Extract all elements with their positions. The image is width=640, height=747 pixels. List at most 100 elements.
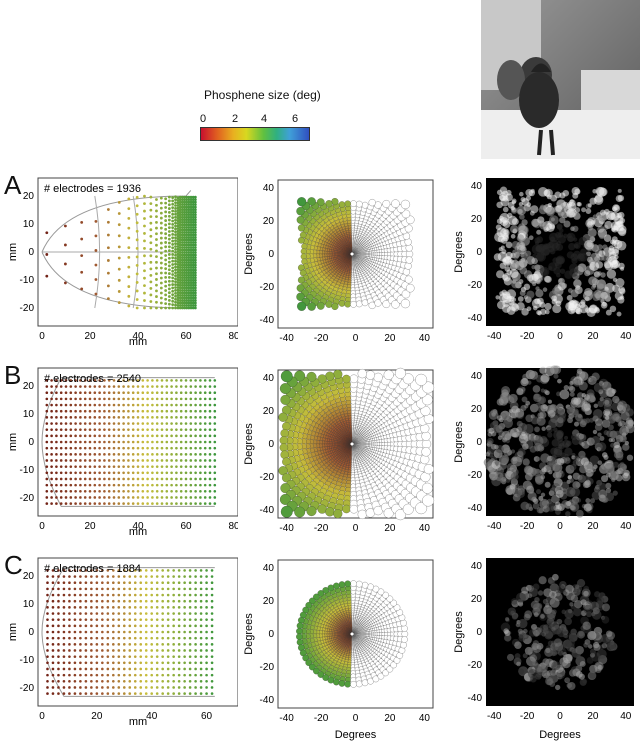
colorbar-tick: 2 <box>232 113 238 125</box>
y-tick-label: -20 <box>20 683 35 694</box>
y-axis-label: Degrees <box>243 613 255 655</box>
electrodes-count: # electrodes = 1936 <box>44 183 141 195</box>
x-tick-label: -40 <box>279 713 294 724</box>
y-tick-label: 0 <box>28 437 34 448</box>
y-tick-label: 40 <box>471 371 483 382</box>
y-axis-label: Degrees <box>453 611 465 653</box>
x-tick-label: 40 <box>146 711 158 722</box>
cat-photo <box>481 0 640 159</box>
y-tick-label: 20 <box>471 594 483 605</box>
x-tick-label: 20 <box>84 331 96 342</box>
y-tick-label: 40 <box>263 183 275 194</box>
x-tick-label: 0 <box>557 331 563 342</box>
x-tick-label: 60 <box>201 711 213 722</box>
y-tick-label: -20 <box>468 470 483 481</box>
colorbar-tick: 4 <box>261 113 267 125</box>
x-tick-label: 80 <box>228 521 238 532</box>
y-tick-label: 40 <box>471 561 483 572</box>
x-tick-label: 80 <box>228 331 238 342</box>
x-tick-label: 0 <box>353 713 359 724</box>
x-tick-label: -40 <box>279 523 294 534</box>
colorbar-tick: 0 <box>200 113 206 125</box>
y-tick-label: -20 <box>468 280 483 291</box>
y-axis-label: mm <box>8 243 19 261</box>
y-tick-label: 0 <box>268 249 274 260</box>
colorbar-tick: 6 <box>292 113 298 125</box>
y-tick-label: -40 <box>260 315 275 326</box>
x-tick-label: 20 <box>587 711 599 722</box>
x-tick-label: 20 <box>587 331 599 342</box>
x-tick-label: 40 <box>419 713 431 724</box>
y-axis-label: Degrees <box>453 421 465 463</box>
y-axis-label: mm <box>8 623 19 641</box>
y-tick-label: 40 <box>263 563 275 574</box>
y-tick-label: 10 <box>23 219 35 230</box>
x-tick-label: -20 <box>520 521 535 532</box>
y-tick-label: 20 <box>471 214 483 225</box>
x-tick-label: 0 <box>557 521 563 532</box>
x-axis-label: mm <box>129 716 147 727</box>
x-tick-label: 20 <box>384 333 396 344</box>
y-axis-label: Degrees <box>243 423 255 465</box>
x-tick-label: 60 <box>180 331 192 342</box>
y-tick-label: 0 <box>268 439 274 450</box>
y-tick-label: 0 <box>28 247 34 258</box>
y-axis-label: mm <box>8 433 19 451</box>
y-tick-label: -40 <box>468 313 483 324</box>
y-tick-label: -10 <box>20 275 35 286</box>
y-tick-label: 0 <box>476 247 482 258</box>
x-tick-label: 0 <box>557 711 563 722</box>
y-tick-label: 20 <box>23 381 35 392</box>
x-axis-label: Degrees <box>335 729 377 741</box>
x-tick-label: -20 <box>520 711 535 722</box>
y-tick-label: 20 <box>263 406 275 417</box>
x-tick-label: 40 <box>620 331 632 342</box>
x-axis-label: Degrees <box>539 729 581 741</box>
cat-photo-icon <box>481 0 640 159</box>
electrodes-count: # electrodes = 1884 <box>44 563 141 575</box>
x-tick-label: 40 <box>620 711 632 722</box>
colorbar-title: Phosphene size (deg) <box>204 88 321 102</box>
x-tick-label: -20 <box>314 713 329 724</box>
y-axis-label: Degrees <box>453 231 465 273</box>
y-tick-label: -40 <box>260 505 275 516</box>
x-tick-label: 0 <box>353 523 359 534</box>
y-tick-label: -10 <box>20 465 35 476</box>
x-tick-label: 20 <box>91 711 103 722</box>
x-tick-label: -40 <box>487 711 502 722</box>
x-tick-label: -40 <box>279 333 294 344</box>
x-tick-label: 0 <box>353 333 359 344</box>
colorbar <box>200 127 310 141</box>
x-tick-label: 0 <box>39 331 45 342</box>
y-tick-label: 20 <box>263 216 275 227</box>
y-tick-label: -20 <box>260 282 275 293</box>
y-tick-label: 10 <box>23 599 35 610</box>
y-tick-label: 20 <box>263 596 275 607</box>
x-tick-label: 0 <box>39 521 45 532</box>
x-tick-label: 40 <box>419 333 431 344</box>
x-tick-label: 40 <box>620 521 632 532</box>
y-tick-label: 20 <box>23 191 35 202</box>
y-tick-label: 20 <box>23 571 35 582</box>
x-tick-label: 0 <box>39 711 45 722</box>
x-tick-label: 20 <box>384 523 396 534</box>
electrodes-count: # electrodes = 2540 <box>44 373 141 385</box>
y-tick-label: 10 <box>23 409 35 420</box>
y-tick-label: 0 <box>476 437 482 448</box>
y-tick-label: 40 <box>263 373 275 384</box>
x-tick-label: 40 <box>419 523 431 534</box>
y-tick-label: 0 <box>28 627 34 638</box>
x-tick-label: -20 <box>520 331 535 342</box>
y-axis-label: Degrees <box>243 233 255 275</box>
x-tick-label: 20 <box>384 713 396 724</box>
